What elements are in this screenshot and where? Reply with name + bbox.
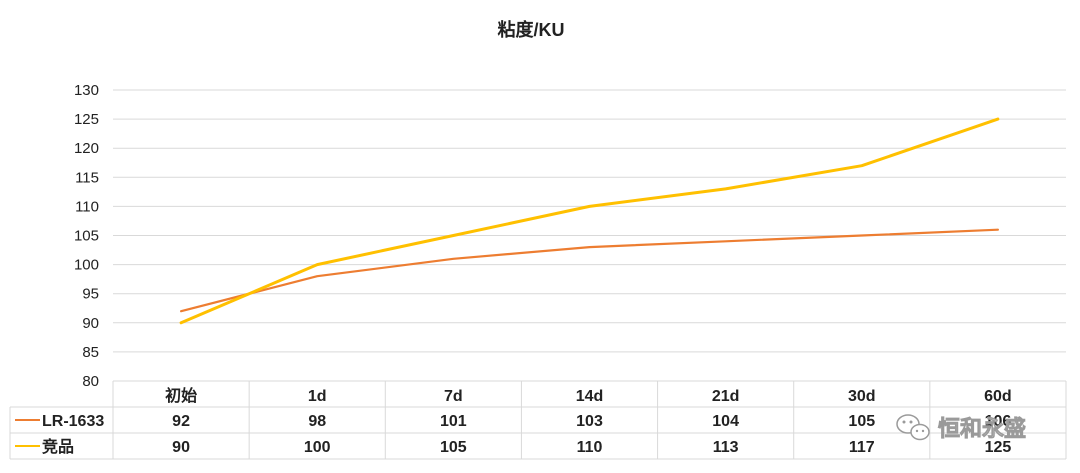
data-cell: 117 [849, 439, 875, 456]
x-tick-label: 60d [984, 388, 1012, 405]
y-tick-label: 80 [82, 373, 99, 390]
data-cell: 113 [713, 439, 739, 456]
x-tick-label: 1d [308, 388, 327, 405]
data-cell: 90 [172, 439, 190, 456]
series-lines [179, 117, 1000, 325]
data-cell: 101 [440, 413, 467, 430]
y-tick-label: 115 [75, 169, 99, 186]
y-tick-label: 85 [82, 344, 99, 361]
grid [113, 89, 1066, 382]
data-cell: 110 [577, 439, 603, 456]
y-tick-label: 130 [74, 82, 99, 99]
y-tick-label: 95 [82, 286, 99, 303]
data-cell: 105 [848, 413, 875, 430]
y-tick-label: 105 [74, 228, 99, 245]
data-cell: 104 [712, 413, 739, 430]
watermark: 恒和永盛 [896, 414, 1026, 441]
data-cell: 125 [985, 439, 1012, 456]
y-axis: 80 85 90 95 100 105 110 115 120 125 130 [74, 82, 99, 390]
data-cell: 92 [172, 413, 190, 430]
y-tick-label: 100 [74, 257, 99, 274]
x-tick-label: 21d [712, 388, 740, 405]
series-line-1 [180, 228, 1000, 313]
wechat-icon [896, 414, 930, 441]
series-line-2 [179, 117, 1000, 325]
x-tick-label: 14d [576, 388, 604, 405]
data-cell: 100 [304, 439, 331, 456]
y-tick-label: 125 [74, 111, 99, 128]
watermark-text: 恒和永盛 [938, 416, 1026, 441]
legend-label: LR-1633 [42, 413, 104, 430]
data-table: 初始 1d 7d 14d 21d 30d 60d LR-1633 92 98 101 103 104 10… [9, 380, 1067, 460]
y-tick-label: 90 [82, 315, 99, 332]
y-tick-label: 120 [74, 140, 99, 157]
x-tick-label: 30d [848, 388, 876, 405]
x-tick-label: 初始 [165, 386, 197, 405]
data-cell: 103 [576, 413, 603, 430]
data-cell: 105 [440, 439, 467, 456]
chart-title: 粘度/KU [498, 19, 565, 40]
legend-label: 竞品 [42, 437, 74, 456]
x-tick-label: 7d [444, 388, 463, 405]
y-tick-label: 110 [75, 198, 99, 215]
data-cell: 98 [308, 413, 326, 430]
data-cell: 106 [985, 413, 1012, 430]
